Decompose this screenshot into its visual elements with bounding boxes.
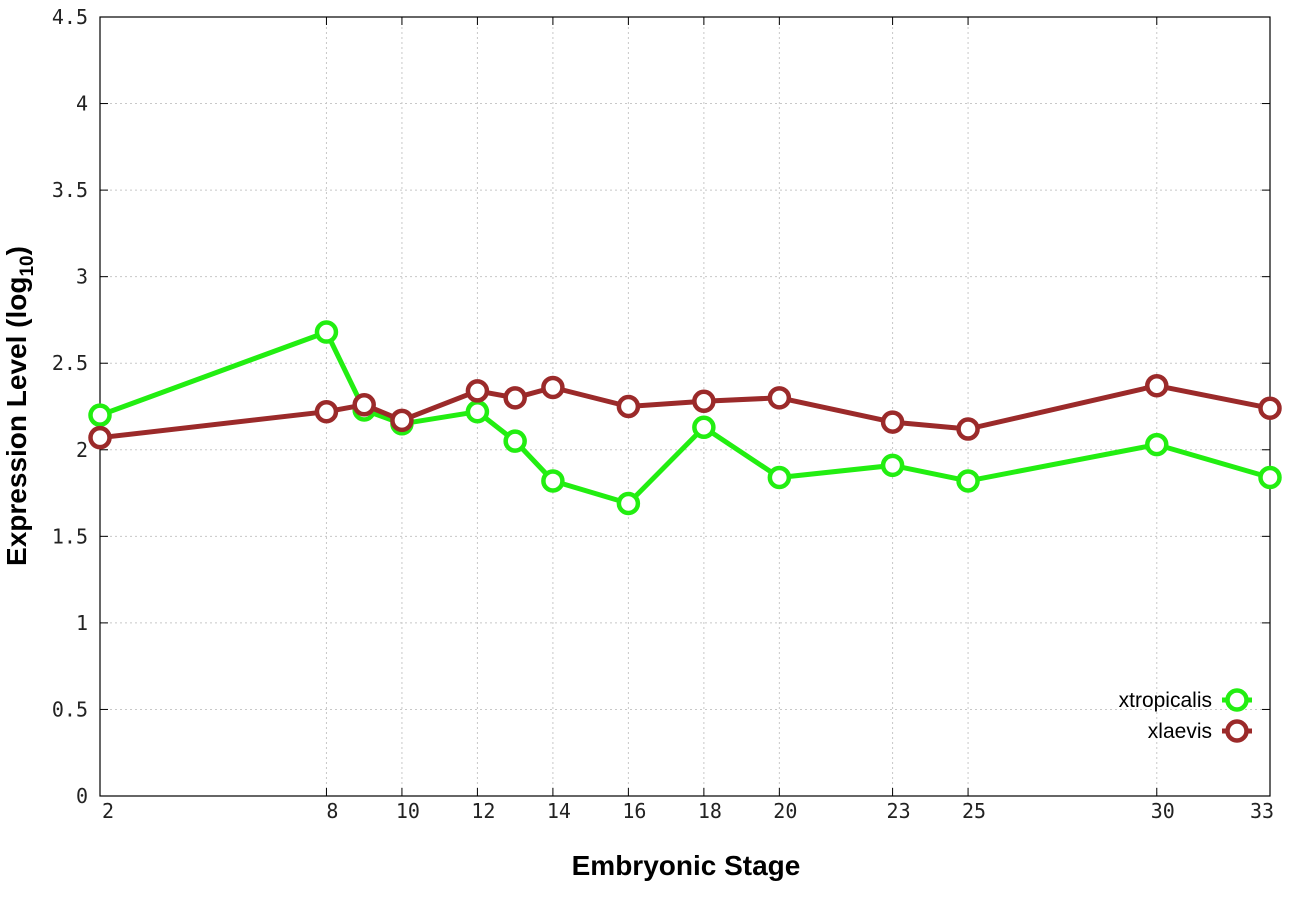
x-tick-label: 23: [887, 799, 911, 823]
data-point-xtropicalis: [1258, 465, 1282, 490]
data-point-xlaevis: [1258, 396, 1282, 420]
y-tick-label: 0: [76, 784, 88, 808]
x-tick-label: 33: [1250, 799, 1274, 823]
data-point-xlaevis: [880, 410, 905, 434]
data-point-xtropicalis: [503, 429, 527, 453]
axis-ticks: 0 0.5 1 1.5 2 2.5 3 3.5 4 4.5 2 8 10 12 14 16 18 20 23 25 30…: [52, 5, 1274, 823]
x-tick-label: 10: [396, 799, 420, 823]
data-point-xlaevis: [352, 393, 376, 417]
data-point-xlaevis: [616, 394, 641, 419]
y-tick-label: 3.5: [52, 178, 88, 202]
data-point-xtropicalis: [88, 403, 112, 427]
data-point-xlaevis: [541, 375, 565, 400]
x-axis-title: Embryonic Stage: [572, 850, 801, 881]
data-point-xlaevis: [767, 386, 792, 410]
data-point-xlaevis: [390, 408, 414, 433]
data-point-xlaevis: [692, 389, 716, 414]
y-tick-label: 2.5: [52, 351, 88, 375]
y-axis-title-main: Expression Level (log: [1, 277, 32, 566]
x-tick-label: 12: [471, 799, 495, 823]
y-tick-label: 1: [76, 611, 88, 635]
x-tick-label: 18: [698, 799, 722, 823]
x-tick-label: 16: [622, 799, 646, 823]
y-tick-label: 4.5: [52, 5, 88, 29]
x-tick-label: 30: [1151, 799, 1175, 823]
data-point-xlaevis: [88, 425, 112, 450]
y-axis-title-subscript: 10: [17, 255, 38, 276]
legend-label-xlaevis: xlaevis: [1148, 720, 1212, 743]
data-point-xlaevis: [314, 399, 339, 424]
data-point-xtropicalis: [314, 320, 339, 344]
y-tick-label: 3: [76, 265, 88, 289]
data-point-xtropicalis: [692, 415, 716, 440]
legend-marker-xtropicalis: [1225, 688, 1249, 712]
x-tick-label: 2: [102, 799, 114, 823]
data-point-xlaevis: [503, 386, 527, 410]
x-tick-label: 8: [326, 799, 338, 823]
legend-label-xtropicalis: xtropicalis: [1119, 689, 1212, 712]
series-line-xlaevis: [99, 383, 1271, 441]
legend: xtropicalis xlaevis: [1119, 688, 1252, 743]
data-point-xtropicalis: [1145, 432, 1169, 457]
data-point-xtropicalis: [465, 399, 490, 424]
data-point-xtropicalis: [956, 469, 980, 493]
plot-frame: [99, 16, 1271, 797]
data-point-xlaevis: [465, 379, 490, 403]
y-tick-label: 2: [76, 438, 88, 462]
x-tick-label: 25: [962, 799, 986, 823]
series-layer: [88, 320, 1282, 516]
data-point-xlaevis: [1145, 373, 1169, 398]
y-axis-title-close: ): [1, 246, 32, 255]
x-tick-label: 20: [773, 799, 797, 823]
grid: [100, 17, 1270, 796]
data-point-xtropicalis: [880, 453, 905, 478]
x-tick-label: 14: [547, 799, 571, 823]
data-point-xtropicalis: [541, 469, 565, 493]
y-tick-label: 4: [76, 92, 88, 116]
legend-marker-xlaevis: [1225, 719, 1249, 743]
y-axis-title: Expression Level (log10): [1, 246, 38, 566]
data-point-xtropicalis: [616, 491, 641, 516]
y-tick-label: 0.5: [52, 697, 88, 721]
data-point-xtropicalis: [767, 465, 792, 490]
data-point-xlaevis: [956, 417, 980, 441]
y-tick-label: 1.5: [52, 524, 88, 548]
